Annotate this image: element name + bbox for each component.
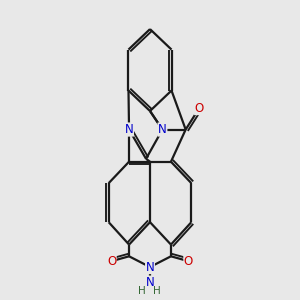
Text: N: N <box>125 123 134 136</box>
Text: N: N <box>146 276 154 289</box>
Text: H: H <box>153 286 161 296</box>
Text: H: H <box>138 286 146 296</box>
Text: N: N <box>146 260 154 274</box>
Text: O: O <box>107 255 116 268</box>
Text: O: O <box>195 102 204 115</box>
Text: N: N <box>158 123 167 136</box>
Text: O: O <box>184 255 193 268</box>
